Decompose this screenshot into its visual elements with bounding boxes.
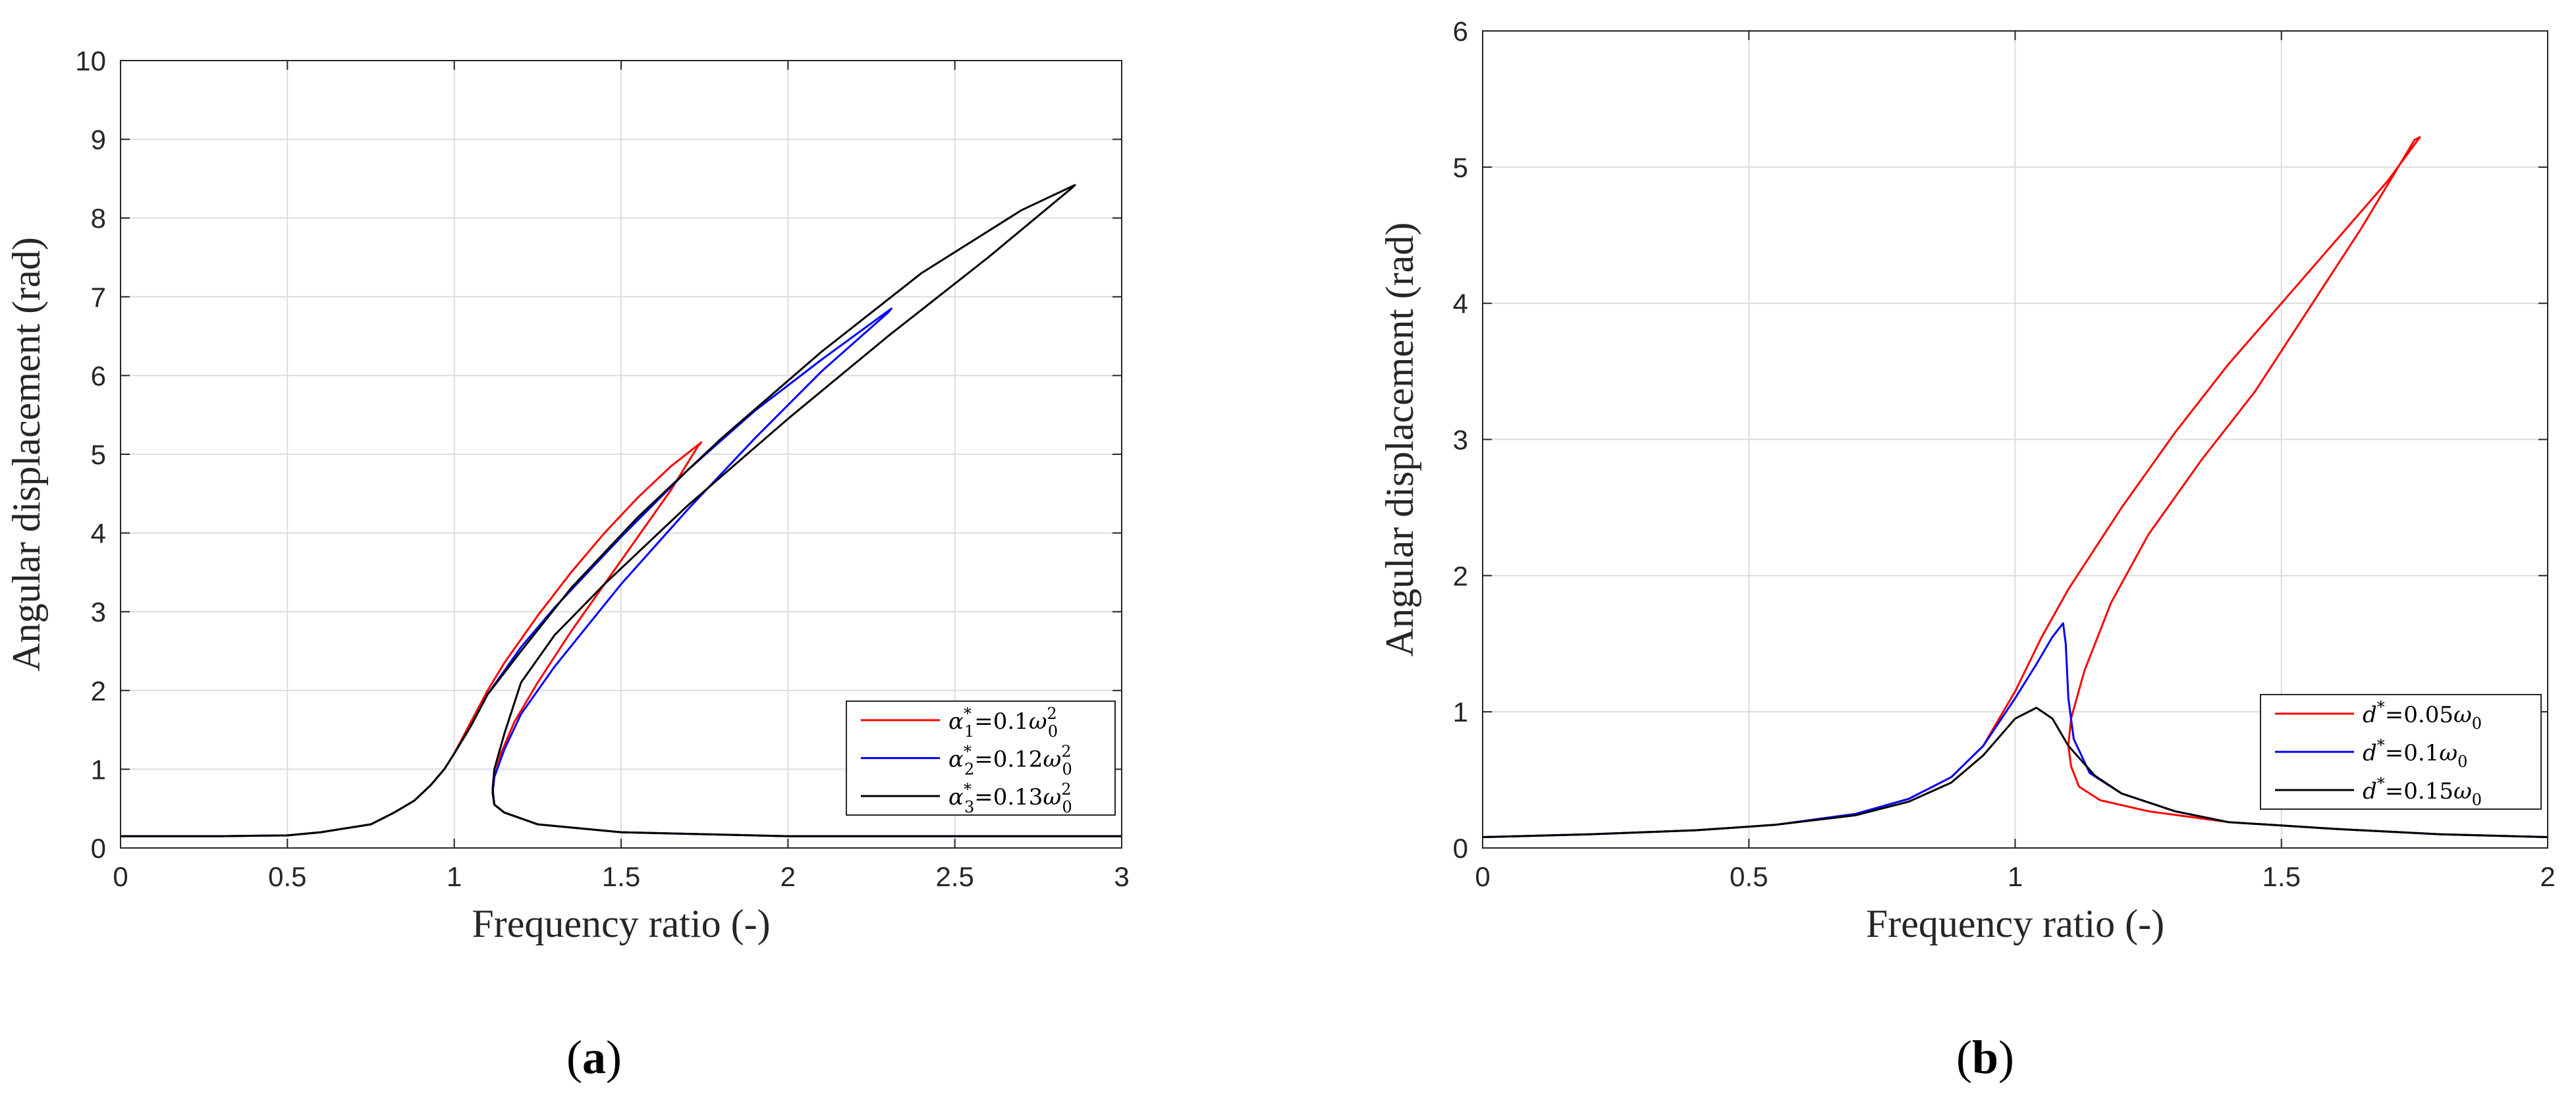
y-tick-label: 3 xyxy=(91,596,106,627)
y-tick-label: 1 xyxy=(91,754,106,785)
x-tick-label: 2 xyxy=(2540,861,2555,892)
x-tick-label: 0.5 xyxy=(268,861,306,892)
y-tick-label: 8 xyxy=(91,203,106,234)
y-tick-label: 5 xyxy=(91,439,106,470)
x-tick-label: 1.5 xyxy=(602,861,640,892)
legend-entry: α* 3=0.13ω2 0 xyxy=(948,780,1072,816)
x-tick-label: 3 xyxy=(1114,861,1129,892)
x-tick-label: 0.5 xyxy=(1730,861,1768,892)
x-axis-label: Frequency ratio (-) xyxy=(1866,902,2164,945)
y-tick-label: 0 xyxy=(1453,833,1468,864)
legend-entry: d*=0.05ω0 xyxy=(2363,698,2482,733)
plot-border xyxy=(120,60,1122,849)
y-tick-label: 2 xyxy=(1453,560,1468,591)
y-axis-label: Angular displacement (rad) xyxy=(1378,223,1421,657)
y-tick-label: 0 xyxy=(91,833,106,864)
x-tick-label: 0 xyxy=(1475,861,1490,892)
x-tick-label: 1.5 xyxy=(2262,861,2301,892)
y-tick-label: 9 xyxy=(91,124,106,155)
legend-entry: α* 1=0.1ω2 0 xyxy=(948,704,1058,741)
series-line-3 xyxy=(1482,706,2548,838)
chart-a: 0 0.5 1 1.5 2 2.5 3 0 1 2 3 4 5 6 7 8 9 10 Frequency ratio… xyxy=(5,45,1130,945)
legend-entry: α* 2=0.12ω2 0 xyxy=(948,743,1072,779)
legend-entry: d*=0.15ω0 xyxy=(2363,774,2482,809)
x-axis-label: Frequency ratio (-) xyxy=(472,902,770,945)
x-tick-label: 0 xyxy=(113,861,128,892)
panel-label-b: (b) xyxy=(1956,1031,2015,1084)
y-tick-label: 10 xyxy=(75,45,106,76)
y-tick-label: 7 xyxy=(91,282,106,313)
chart-b: 0 0.5 1 1.5 2 0 1 2 3 4 5 6 Frequency ratio (-) Angul… xyxy=(1378,16,2556,945)
plot-border xyxy=(1482,30,2548,849)
y-tick-label: 4 xyxy=(1453,288,1468,319)
x-tick-label: 2 xyxy=(781,861,796,892)
x-tick-label: 1 xyxy=(447,861,462,892)
y-tick-label: 6 xyxy=(91,360,106,391)
series-line-3 xyxy=(121,184,1122,837)
y-axis-label: Angular displacement (rad) xyxy=(5,237,48,672)
y-tick-label: 6 xyxy=(1453,16,1468,47)
x-tick-label: 1 xyxy=(2008,861,2023,892)
x-tick-label: 2.5 xyxy=(935,861,973,892)
legend-entry: d*=0.1ω0 xyxy=(2363,736,2467,771)
y-tick-label: 5 xyxy=(1453,152,1468,183)
y-tick-label: 1 xyxy=(1453,697,1468,727)
y-tick-label: 3 xyxy=(1453,425,1468,456)
y-tick-label: 4 xyxy=(91,518,106,549)
panel-label-a: (a) xyxy=(566,1031,622,1084)
y-tick-label: 2 xyxy=(91,675,106,706)
legend: α* 1=0.1ω2 0α* 2=0.12ω2 0α* 3=0.13ω2 0 xyxy=(846,700,1116,816)
